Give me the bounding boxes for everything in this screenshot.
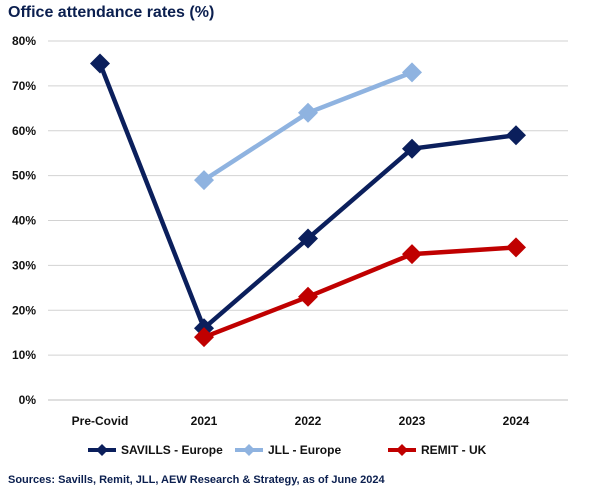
x-tick-label: Pre-Covid <box>72 414 129 428</box>
data-point <box>194 170 214 191</box>
chart-title: Office attendance rates (%) <box>8 4 214 21</box>
series-2 <box>194 237 526 348</box>
axes: 0% 10% 20% 30% 40% 50% 60% 70% 80% Pre-Covid 2021 2… <box>12 34 568 428</box>
x-tick-label: 2023 <box>399 414 426 428</box>
data-point <box>506 237 526 258</box>
y-tick-label: 60% <box>12 124 36 138</box>
y-tick-label: 0% <box>19 393 37 407</box>
x-tick-label: 2022 <box>295 414 322 428</box>
legend-label: JLL - Europe <box>268 443 341 457</box>
x-tick-label: 2021 <box>191 414 218 428</box>
data-point <box>90 53 110 74</box>
data-point <box>402 62 422 83</box>
data-point <box>194 327 214 348</box>
legend-label: SAVILLS - Europe <box>121 443 223 457</box>
y-tick-label: 50% <box>12 169 36 183</box>
source-note: Sources: Savills, Remit, JLL, AEW Resear… <box>8 474 385 486</box>
y-tick-label: 30% <box>12 258 36 272</box>
legend-item: JLL - Europe <box>235 443 341 457</box>
data-point <box>298 228 318 249</box>
series-1 <box>194 62 422 191</box>
legend-marker <box>96 444 108 456</box>
legend-marker <box>243 444 255 456</box>
series-line <box>201 245 519 340</box>
y-tick-label: 10% <box>12 348 36 362</box>
legend-item: SAVILLS - Europe <box>88 443 223 457</box>
series-line <box>201 70 415 183</box>
legend: SAVILLS - Europe JLL - Europe REMIT - UK <box>88 443 487 457</box>
legend-label: REMIT - UK <box>421 443 487 457</box>
y-tick-label: 70% <box>12 79 36 93</box>
data-point <box>298 286 318 307</box>
data-point <box>402 138 422 159</box>
series-0 <box>90 53 526 339</box>
y-tick-label: 40% <box>12 214 36 228</box>
data-point <box>402 244 422 265</box>
x-tick-label: 2024 <box>503 414 530 428</box>
legend-marker <box>396 444 408 456</box>
legend-item: REMIT - UK <box>388 443 487 457</box>
series-lines <box>90 53 526 348</box>
y-tick-label: 20% <box>12 303 36 317</box>
data-point <box>298 102 318 123</box>
y-tick-label: 80% <box>12 34 36 48</box>
gridlines <box>48 40 568 356</box>
data-point <box>506 125 526 146</box>
